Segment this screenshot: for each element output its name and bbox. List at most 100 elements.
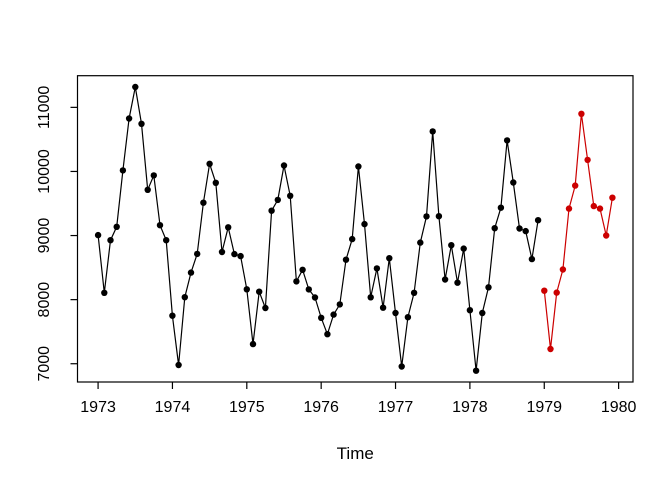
data-point-observed <box>163 237 170 244</box>
data-point-forecast-1979 <box>590 202 597 210</box>
data-point-observed <box>417 239 424 246</box>
data-point-observed <box>404 314 412 321</box>
data-point-observed <box>268 207 275 214</box>
data-point-forecast-1979 <box>559 266 567 273</box>
data-point-forecast-1979 <box>541 287 548 294</box>
data-point-observed <box>187 269 195 276</box>
data-point-observed <box>311 294 319 301</box>
data-point-forecast-1979 <box>553 289 560 296</box>
data-point-observed <box>200 199 207 206</box>
x-tick-label: 1977 <box>378 399 414 416</box>
data-point-observed <box>262 304 269 312</box>
y-tick-label: 8000 <box>36 282 53 318</box>
data-point-observed <box>460 245 467 252</box>
data-point-observed <box>299 266 306 273</box>
data-point-observed <box>231 250 238 258</box>
data-point-observed <box>175 361 182 369</box>
data-point-observed <box>410 289 418 296</box>
data-point-observed <box>274 196 281 204</box>
data-point-observed <box>125 115 133 122</box>
y-tick-label: 11000 <box>36 86 53 129</box>
data-point-observed <box>367 294 374 301</box>
data-point-observed <box>448 242 455 249</box>
data-point-observed <box>107 237 114 244</box>
data-point-observed <box>280 162 288 169</box>
data-point-observed <box>218 248 226 256</box>
x-tick-label: 1975 <box>229 399 265 416</box>
data-point-observed <box>429 128 436 135</box>
data-point-observed <box>497 204 505 211</box>
data-point-observed <box>355 163 362 170</box>
data-point-observed <box>94 231 102 239</box>
data-point-observed <box>522 227 529 235</box>
data-point-observed <box>534 217 542 224</box>
data-point-observed <box>256 288 263 295</box>
data-point-observed <box>243 286 250 293</box>
data-point-observed <box>349 235 356 243</box>
data-point-observed <box>169 312 176 319</box>
series-line-observed <box>97 86 539 371</box>
data-point-observed <box>479 309 486 317</box>
data-point-observed <box>398 363 405 370</box>
x-axis-title: Time <box>337 444 374 463</box>
data-point-observed <box>119 167 127 174</box>
data-point-observed <box>491 225 498 232</box>
data-point-forecast-1979 <box>603 232 610 239</box>
x-tick-label: 1973 <box>80 399 116 416</box>
data-point-observed <box>225 224 232 231</box>
data-point-observed <box>181 294 188 301</box>
data-point-observed <box>212 179 219 186</box>
data-point-observed <box>516 225 523 232</box>
x-tick-label: 1974 <box>155 399 191 416</box>
data-point-forecast-1979 <box>609 194 616 201</box>
x-tick-label: 1976 <box>303 399 339 416</box>
y-tick-label: 7000 <box>36 346 53 382</box>
data-point-forecast-1979 <box>578 110 585 118</box>
data-point-observed <box>330 311 337 318</box>
data-point-observed <box>503 137 511 144</box>
data-point-observed <box>249 340 257 348</box>
y-tick-label: 9000 <box>36 218 53 254</box>
data-point-observed <box>361 220 368 228</box>
data-point-observed <box>342 256 350 263</box>
x-tick-label: 1980 <box>601 399 637 416</box>
data-point-observed <box>293 278 300 285</box>
data-point-observed <box>336 301 343 308</box>
data-point-observed <box>379 304 387 311</box>
data-point-observed <box>287 192 294 199</box>
data-point-observed <box>528 255 536 263</box>
data-point-forecast-1979 <box>572 182 579 189</box>
data-point-observed <box>435 213 443 220</box>
data-point-observed <box>441 276 449 283</box>
data-point-observed <box>423 213 430 220</box>
data-point-observed <box>485 284 492 291</box>
data-point-observed <box>144 186 151 193</box>
data-point-forecast-1979 <box>596 205 604 212</box>
data-point-observed <box>101 289 108 296</box>
series-line-forecast-1979 <box>543 113 613 350</box>
data-point-observed <box>156 222 164 229</box>
x-tick-label: 1978 <box>452 399 488 416</box>
data-point-observed <box>138 120 145 128</box>
data-point-observed <box>237 252 244 260</box>
data-point-forecast-1979 <box>584 156 591 164</box>
data-point-observed <box>466 307 474 314</box>
data-point-observed <box>305 286 312 293</box>
data-point-observed <box>324 331 331 338</box>
y-tick-label: 10000 <box>36 149 53 194</box>
data-point-observed <box>113 223 120 230</box>
data-point-observed <box>392 309 399 317</box>
data-point-observed <box>454 279 461 286</box>
data-point-observed <box>132 83 139 91</box>
data-point-observed <box>150 172 157 179</box>
data-point-observed <box>386 255 393 262</box>
data-point-forecast-1979 <box>547 345 554 353</box>
data-point-forecast-1979 <box>565 205 573 212</box>
data-point-observed <box>206 160 213 167</box>
data-point-observed <box>194 250 201 258</box>
data-point-observed <box>373 265 381 272</box>
data-point-observed <box>472 367 480 374</box>
data-point-observed <box>318 314 325 321</box>
